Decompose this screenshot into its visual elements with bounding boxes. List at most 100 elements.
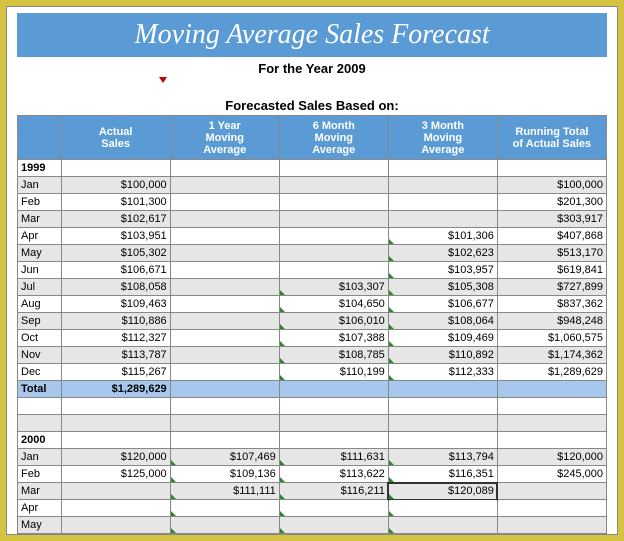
cell-running[interactable]: $245,000 [497,466,606,483]
month-label[interactable]: Jul [18,279,62,296]
cell-avg6m[interactable]: $111,631 [279,449,388,466]
month-label[interactable]: Mar [18,211,62,228]
cell-avg6m[interactable]: $108,785 [279,347,388,364]
cell-avg1y[interactable] [170,177,279,194]
cell-actual[interactable]: $106,671 [61,262,170,279]
cell-avg1y[interactable] [170,364,279,381]
cell-running[interactable] [497,483,606,500]
cell-avg3m[interactable]: $101,306 [388,228,497,245]
cell-avg3m[interactable]: $110,892 [388,347,497,364]
cell-avg6m[interactable] [279,194,388,211]
cell-avg6m[interactable]: $103,307 [279,279,388,296]
cell-avg6m[interactable] [279,177,388,194]
month-label[interactable]: May [18,517,62,534]
cell-actual[interactable]: $100,000 [61,177,170,194]
cell-actual[interactable] [61,483,170,500]
cell-running[interactable]: $201,300 [497,194,606,211]
cell-avg3m[interactable]: $120,089 [388,483,497,500]
cell-avg1y[interactable] [170,347,279,364]
cell-running[interactable]: $513,170 [497,245,606,262]
cell-avg6m[interactable]: $116,211 [279,483,388,500]
cell-running[interactable]: $407,868 [497,228,606,245]
cell-actual[interactable]: $115,267 [61,364,170,381]
cell-avg3m[interactable]: $113,794 [388,449,497,466]
cell-avg6m[interactable]: $104,650 [279,296,388,313]
cell-avg1y[interactable] [170,279,279,296]
month-label[interactable]: Aug [18,296,62,313]
cell-avg3m[interactable] [388,194,497,211]
cell-actual[interactable]: $120,000 [61,449,170,466]
cell-avg1y[interactable] [170,500,279,517]
cell-avg3m[interactable]: $105,308 [388,279,497,296]
month-label[interactable]: Sep [18,313,62,330]
year-label[interactable]: 2000 [18,432,62,449]
cell-running[interactable]: $303,917 [497,211,606,228]
cell-avg1y[interactable] [170,211,279,228]
cell-running[interactable]: $1,060,575 [497,330,606,347]
cell-actual[interactable]: $125,000 [61,466,170,483]
month-label[interactable]: Jan [18,449,62,466]
month-label[interactable]: Feb [18,466,62,483]
cell-running[interactable]: $1,289,629 [497,364,606,381]
cell-actual[interactable] [61,500,170,517]
cell-actual[interactable]: $103,951 [61,228,170,245]
month-label[interactable]: May [18,245,62,262]
cell-avg1y[interactable] [170,194,279,211]
cell-avg3m[interactable] [388,177,497,194]
total-actual[interactable]: $1,289,629 [61,381,170,398]
cell-running[interactable] [497,500,606,517]
cell-avg6m[interactable] [279,245,388,262]
cell-actual[interactable]: $112,327 [61,330,170,347]
cell-avg6m[interactable]: $106,010 [279,313,388,330]
month-label[interactable]: Apr [18,228,62,245]
cell-avg1y[interactable] [170,517,279,534]
cell-avg1y[interactable]: $111,111 [170,483,279,500]
cell-avg1y[interactable]: $109,136 [170,466,279,483]
month-label[interactable]: Nov [18,347,62,364]
month-label[interactable]: Apr [18,500,62,517]
month-label[interactable]: Jun [18,262,62,279]
cell-avg3m[interactable]: $112,333 [388,364,497,381]
cell-avg3m[interactable]: $102,623 [388,245,497,262]
month-label[interactable]: Jan [18,177,62,194]
cell-avg6m[interactable]: $110,199 [279,364,388,381]
cell-running[interactable]: $1,174,362 [497,347,606,364]
cell-actual[interactable]: $109,463 [61,296,170,313]
cell-avg3m[interactable] [388,500,497,517]
month-label[interactable]: Feb [18,194,62,211]
cell-actual[interactable]: $108,058 [61,279,170,296]
cell-avg6m[interactable] [279,211,388,228]
cell-avg3m[interactable]: $108,064 [388,313,497,330]
cell-avg1y[interactable] [170,296,279,313]
cell-avg1y[interactable] [170,330,279,347]
cell-avg6m[interactable] [279,517,388,534]
cell-actual[interactable]: $113,787 [61,347,170,364]
cell-actual[interactable]: $102,617 [61,211,170,228]
cell-running[interactable]: $120,000 [497,449,606,466]
cell-avg6m[interactable] [279,262,388,279]
cell-actual[interactable]: $101,300 [61,194,170,211]
total-label[interactable]: Total [18,381,62,398]
cell-avg1y[interactable] [170,245,279,262]
cell-avg1y[interactable] [170,262,279,279]
cell-running[interactable] [497,517,606,534]
month-label[interactable]: Mar [18,483,62,500]
cell-avg1y[interactable] [170,228,279,245]
cell-avg6m[interactable]: $113,622 [279,466,388,483]
month-label[interactable]: Dec [18,364,62,381]
cell-running[interactable]: $619,841 [497,262,606,279]
cell-running[interactable]: $837,362 [497,296,606,313]
cell-avg3m[interactable]: $103,957 [388,262,497,279]
cell-actual[interactable]: $105,302 [61,245,170,262]
cell-avg3m[interactable]: $106,677 [388,296,497,313]
cell-running[interactable]: $948,248 [497,313,606,330]
cell-avg1y[interactable] [170,313,279,330]
cell-avg3m[interactable]: $116,351 [388,466,497,483]
cell-avg3m[interactable] [388,517,497,534]
cell-actual[interactable] [61,517,170,534]
cell-actual[interactable]: $110,886 [61,313,170,330]
cell-avg3m[interactable]: $109,469 [388,330,497,347]
cell-avg6m[interactable] [279,500,388,517]
month-label[interactable]: Oct [18,330,62,347]
year-label[interactable]: 1999 [18,160,62,177]
